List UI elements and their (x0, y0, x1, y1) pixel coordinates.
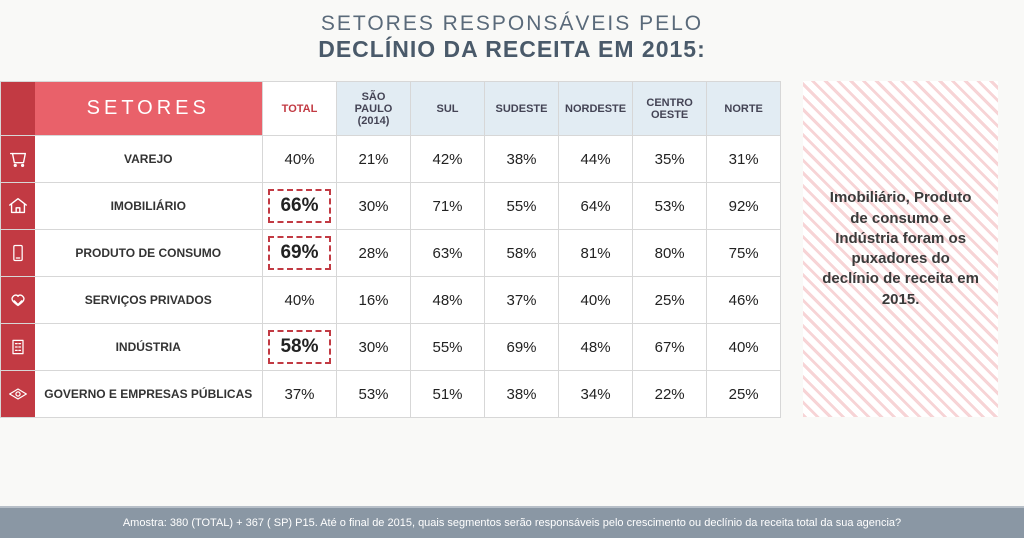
house-icon (1, 183, 35, 230)
cell-value: 35% (633, 136, 707, 183)
table-row: PRODUTO DE CONSUMO69%28%63%58%81%80%75% (1, 230, 781, 277)
cell-value: 51% (411, 371, 485, 418)
cell-value: 69% (485, 324, 559, 371)
cell-value: 64% (559, 183, 633, 230)
cell-value: 38% (485, 371, 559, 418)
cell-value: 80% (633, 230, 707, 277)
cell-value: 55% (411, 324, 485, 371)
callout-text: Imobiliário, Produto de consumo e Indúst… (821, 188, 980, 310)
icon-column-header (1, 82, 35, 136)
content-row: SETORES TOTAL SÃO PAULO (2014)SULSUDESTE… (0, 81, 1024, 418)
total-column-header: TOTAL (263, 82, 337, 136)
highlight-box: 58% (268, 330, 330, 364)
cell-value: 48% (559, 324, 633, 371)
cell-value: 46% (707, 277, 781, 324)
cell-value: 53% (633, 183, 707, 230)
cell-value: 37% (485, 277, 559, 324)
row-label: GOVERNO E EMPRESAS PÚBLICAS (35, 371, 263, 418)
table-row: INDÚSTRIA58%30%55%69%48%67%40% (1, 324, 781, 371)
cell-value: 16% (337, 277, 411, 324)
sector-table: SETORES TOTAL SÃO PAULO (2014)SULSUDESTE… (0, 81, 781, 418)
cell-value: 40% (559, 277, 633, 324)
cell-value: 53% (337, 371, 411, 418)
total-value: 69% (263, 230, 337, 277)
row-label: PRODUTO DE CONSUMO (35, 230, 263, 277)
table-row: IMOBILIÁRIO66%30%71%55%64%53%92% (1, 183, 781, 230)
cell-value: 55% (485, 183, 559, 230)
table-body: VAREJO40%21%42%38%44%35%31%IMOBILIÁRIO66… (1, 136, 781, 418)
table-row: SERVIÇOS PRIVADOS40%16%48%37%40%25%46% (1, 277, 781, 324)
cart-icon (1, 136, 35, 183)
cell-value: 38% (485, 136, 559, 183)
cell-value: 25% (707, 371, 781, 418)
sector-table-wrap: SETORES TOTAL SÃO PAULO (2014)SULSUDESTE… (0, 81, 781, 418)
sector-column-header: SETORES (35, 82, 263, 136)
table-header-row: SETORES TOTAL SÃO PAULO (2014)SULSUDESTE… (1, 82, 781, 136)
row-label: VAREJO (35, 136, 263, 183)
highlight-box: 66% (268, 189, 330, 223)
highlight-box: 69% (268, 236, 330, 270)
cell-value: 63% (411, 230, 485, 277)
cell-value: 28% (337, 230, 411, 277)
region-column-header: SÃO PAULO (2014) (337, 82, 411, 136)
total-value: 40% (263, 136, 337, 183)
cell-value: 75% (707, 230, 781, 277)
total-value: 40% (263, 277, 337, 324)
cell-value: 58% (485, 230, 559, 277)
building-icon (1, 324, 35, 371)
slide-title: SETORES RESPONSÁVEIS PELO DECLÍNIO DA RE… (0, 0, 1024, 81)
table-row: VAREJO40%21%42%38%44%35%31% (1, 136, 781, 183)
cell-value: 21% (337, 136, 411, 183)
title-line-2: DECLÍNIO DA RECEITA EM 2015: (0, 36, 1024, 63)
callout-panel: Imobiliário, Produto de consumo e Indúst… (803, 81, 998, 417)
row-label: IMOBILIÁRIO (35, 183, 263, 230)
cell-value: 67% (633, 324, 707, 371)
cell-value: 34% (559, 371, 633, 418)
total-value: 37% (263, 371, 337, 418)
cell-value: 92% (707, 183, 781, 230)
table-row: GOVERNO E EMPRESAS PÚBLICAS37%53%51%38%3… (1, 371, 781, 418)
footer-note: Amostra: 380 (TOTAL) + 367 ( SP) P15. At… (0, 506, 1024, 538)
phone-icon (1, 230, 35, 277)
region-column-header: NORDESTE (559, 82, 633, 136)
eye-icon (1, 371, 35, 418)
cell-value: 22% (633, 371, 707, 418)
cell-value: 42% (411, 136, 485, 183)
cell-value: 30% (337, 183, 411, 230)
total-value: 58% (263, 324, 337, 371)
region-column-header: CENTRO OESTE (633, 82, 707, 136)
row-label: INDÚSTRIA (35, 324, 263, 371)
cell-value: 44% (559, 136, 633, 183)
cell-value: 81% (559, 230, 633, 277)
region-column-header: NORTE (707, 82, 781, 136)
cell-value: 71% (411, 183, 485, 230)
region-column-header: SUDESTE (485, 82, 559, 136)
cell-value: 40% (707, 324, 781, 371)
title-line-1: SETORES RESPONSÁVEIS PELO (0, 12, 1024, 36)
cell-value: 25% (633, 277, 707, 324)
hands-icon (1, 277, 35, 324)
region-column-header: SUL (411, 82, 485, 136)
total-value: 66% (263, 183, 337, 230)
cell-value: 30% (337, 324, 411, 371)
row-label: SERVIÇOS PRIVADOS (35, 277, 263, 324)
cell-value: 48% (411, 277, 485, 324)
cell-value: 31% (707, 136, 781, 183)
